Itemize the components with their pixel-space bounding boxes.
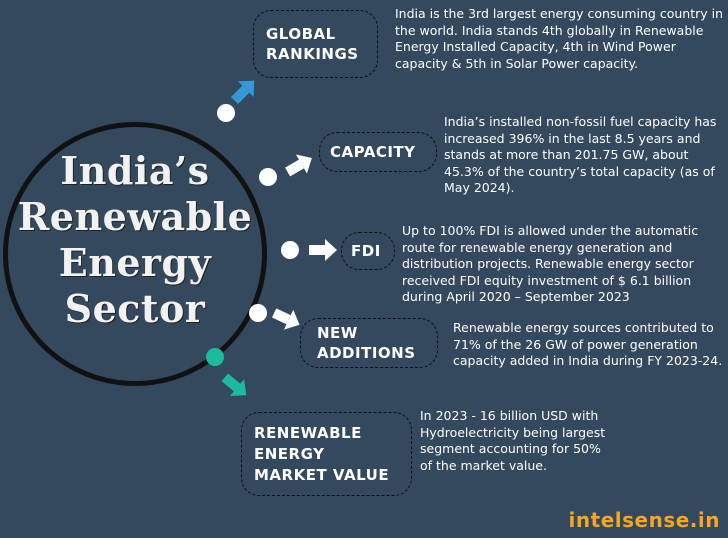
pill-label: FDI (351, 242, 381, 260)
hub-circle (3, 122, 267, 386)
pill-capacity: CAPACITY (319, 132, 437, 172)
arrow-icon (230, 80, 255, 105)
hub-title-line: Energy (58, 240, 212, 285)
connector-dot (259, 168, 277, 186)
connector-dot (249, 304, 267, 322)
pill-label: RENEWABLE ENERGY MARKET VALUE (254, 423, 390, 484)
pill-label: NEW ADDITIONS (317, 324, 416, 362)
hub-title-line: Sector (64, 286, 206, 331)
pill-market-value: RENEWABLE ENERGY MARKET VALUE (241, 412, 412, 496)
pill-label: GLOBAL RANKINGS (266, 25, 359, 63)
arrow-icon (221, 373, 247, 396)
pill-fdi: FDI (341, 232, 395, 270)
description-global-rankings: India is the 3rd largest energy consumin… (395, 6, 723, 71)
pill-global-rankings: GLOBAL RANKINGS (253, 10, 378, 78)
description-capacity: India’s installed non-fossil fuel capaci… (444, 114, 717, 195)
hub-title: India’s Renewable Energy Sector (3, 148, 267, 332)
description-fdi: Up to 100% FDI is allowed under the auto… (402, 223, 699, 304)
description-new-additions: Renewable energy sources contributed to … (453, 320, 723, 368)
connector-dot (217, 104, 235, 122)
pill-label: CAPACITY (330, 143, 416, 161)
hub-title-line: Renewable (17, 194, 253, 239)
connector-dot (206, 348, 224, 366)
hub-title-line: India’s (60, 148, 210, 193)
connector-dot (281, 241, 299, 259)
arrow-icon (285, 154, 312, 177)
arrow-icon (272, 308, 300, 330)
arrow-icon (309, 239, 337, 261)
brand-logo-text: intelsense.in (568, 508, 720, 532)
description-market-value: In 2023 - 16 billion USD with Hydroelect… (420, 408, 606, 473)
pill-new-additions: NEW ADDITIONS (300, 318, 438, 368)
